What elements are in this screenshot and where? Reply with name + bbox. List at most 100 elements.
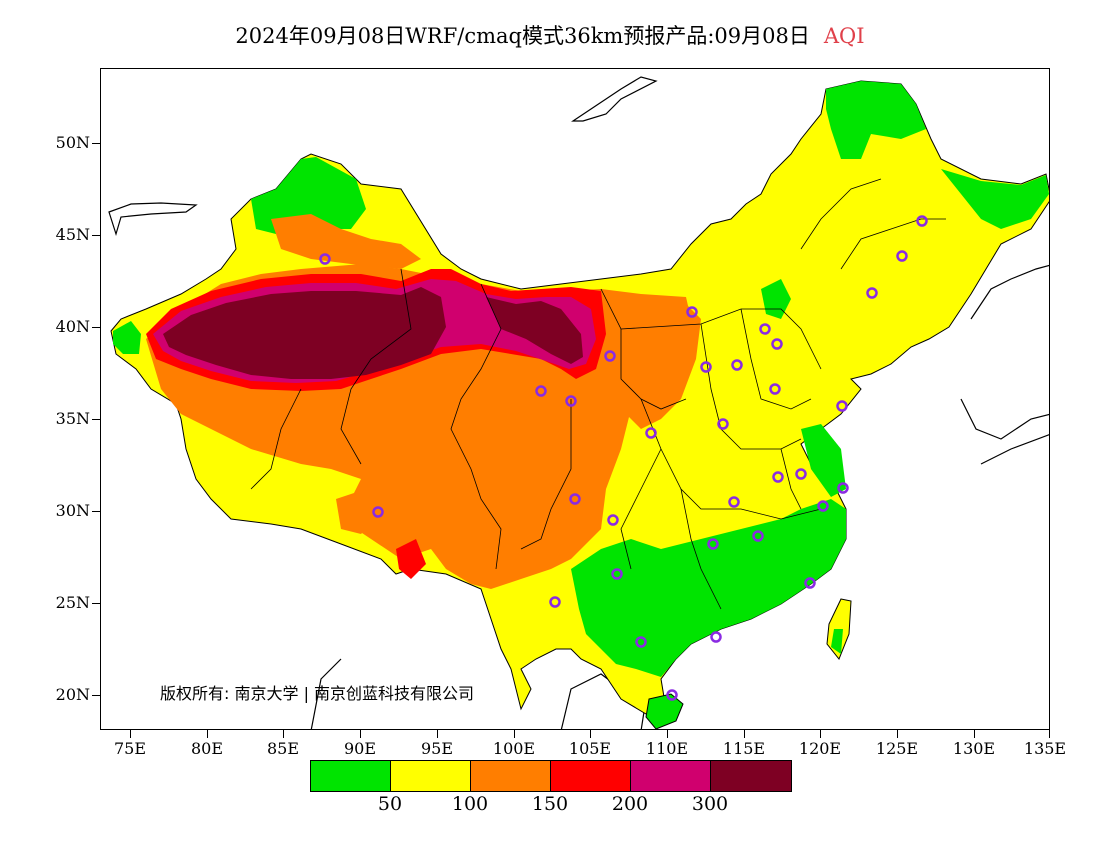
xtick-label: 135E [1023,739,1067,758]
city-marker [728,496,740,508]
xtick-mark [207,730,208,738]
ytick-mark [92,695,100,696]
city-marker [916,215,928,227]
ytick-mark [92,327,100,328]
city-marker [836,400,848,412]
coastline-north [571,76,658,122]
aqi-map [108,76,1049,729]
xtick-mark [974,730,975,738]
ytick-mark [92,143,100,144]
xtick-label: 90E [343,739,377,758]
city-marker [319,253,331,265]
ytick-label: 35N [55,409,90,428]
ytick-label: 30N [55,501,90,520]
xtick-mark [820,730,821,738]
city-marker [569,493,581,505]
xtick-mark [744,730,745,738]
orange-tibet-blob [336,489,381,534]
ytick-mark [92,511,100,512]
city-marker [700,361,712,373]
xtick-label: 75E [113,739,147,758]
xtick-mark [590,730,591,738]
orange-north-strip [271,214,421,269]
city-marker [535,385,547,397]
maroon-gansu [486,297,583,364]
city-marker [635,636,647,648]
xtick-mark [667,730,668,738]
city-marker [372,506,384,518]
xtick-label: 100E [492,739,536,758]
green-northeast-2 [941,169,1049,229]
ytick-label: 40N [55,317,90,336]
title-variable: AQI [823,24,865,48]
xtick-mark [897,730,898,738]
city-marker [686,306,698,318]
xtick-label: 80E [190,739,224,758]
xtick-mark [283,730,284,738]
legend-swatch [391,761,471,791]
city-marker [604,350,616,362]
orange-central [601,299,701,429]
xtick-mark [1049,730,1050,738]
city-marker [607,514,619,526]
city-marker [795,468,807,480]
xtick-label: 125E [875,739,919,758]
ytick-label: 20N [55,685,90,704]
copyright-text: 版权所有: 南京大学 | 南京创蓝科技有限公司 [160,684,475,703]
hainan-island [645,693,684,729]
legend-label: 300 [691,793,729,815]
city-marker [611,568,623,580]
legend-label: 150 [531,793,569,815]
legend-swatch [311,761,391,791]
city-marker [752,530,764,542]
city-markers [319,215,928,701]
coastline-west [108,202,198,237]
korea-japan-coast [960,264,1049,465]
xtick-label: 95E [420,739,454,758]
green-northeast [826,81,926,159]
xtick-label: 130E [952,739,996,758]
city-marker [896,250,908,262]
city-marker [565,395,577,407]
legend-swatch [551,761,631,791]
ytick-mark [92,235,100,236]
taiwan-green [831,629,843,654]
green-east-coast [801,424,846,497]
city-marker [837,482,849,494]
city-marker [772,471,784,483]
title-text: 2024年09月08日WRF/cmaq模式36km预报产品:09月08日 [235,24,810,48]
city-marker [717,418,729,430]
red-tibet-south [396,539,426,579]
city-marker [866,287,878,299]
xtick-mark [514,730,515,738]
xtick-mark [130,730,131,738]
city-marker [645,427,657,439]
ytick-mark [92,419,100,420]
legend-swatch [471,761,551,791]
city-marker [804,577,816,589]
green-far-west [113,321,141,354]
city-marker [707,538,719,550]
city-marker [817,500,829,512]
city-marker [731,359,743,371]
xtick-mark [360,730,361,738]
city-marker [666,689,678,701]
ytick-label: 25N [55,593,90,612]
ytick-label: 50N [55,133,90,152]
city-marker [771,338,783,350]
city-marker [769,383,781,395]
city-marker [549,596,561,608]
province-boundaries [250,178,946,610]
legend-label: 100 [451,793,489,815]
ytick-mark [92,603,100,604]
green-south [571,499,846,677]
xtick-label: 105E [568,739,612,758]
legend-swatch [711,761,791,791]
legend-swatch [631,761,711,791]
xtick-label: 85E [266,739,300,758]
map-title: 2024年09月08日WRF/cmaq模式36km预报产品:09月08日 AQI [0,20,1100,50]
xtick-label: 120E [798,739,842,758]
xtick-label: 115E [722,739,766,758]
map-panel [100,68,1050,730]
legend-label: 50 [377,793,403,815]
